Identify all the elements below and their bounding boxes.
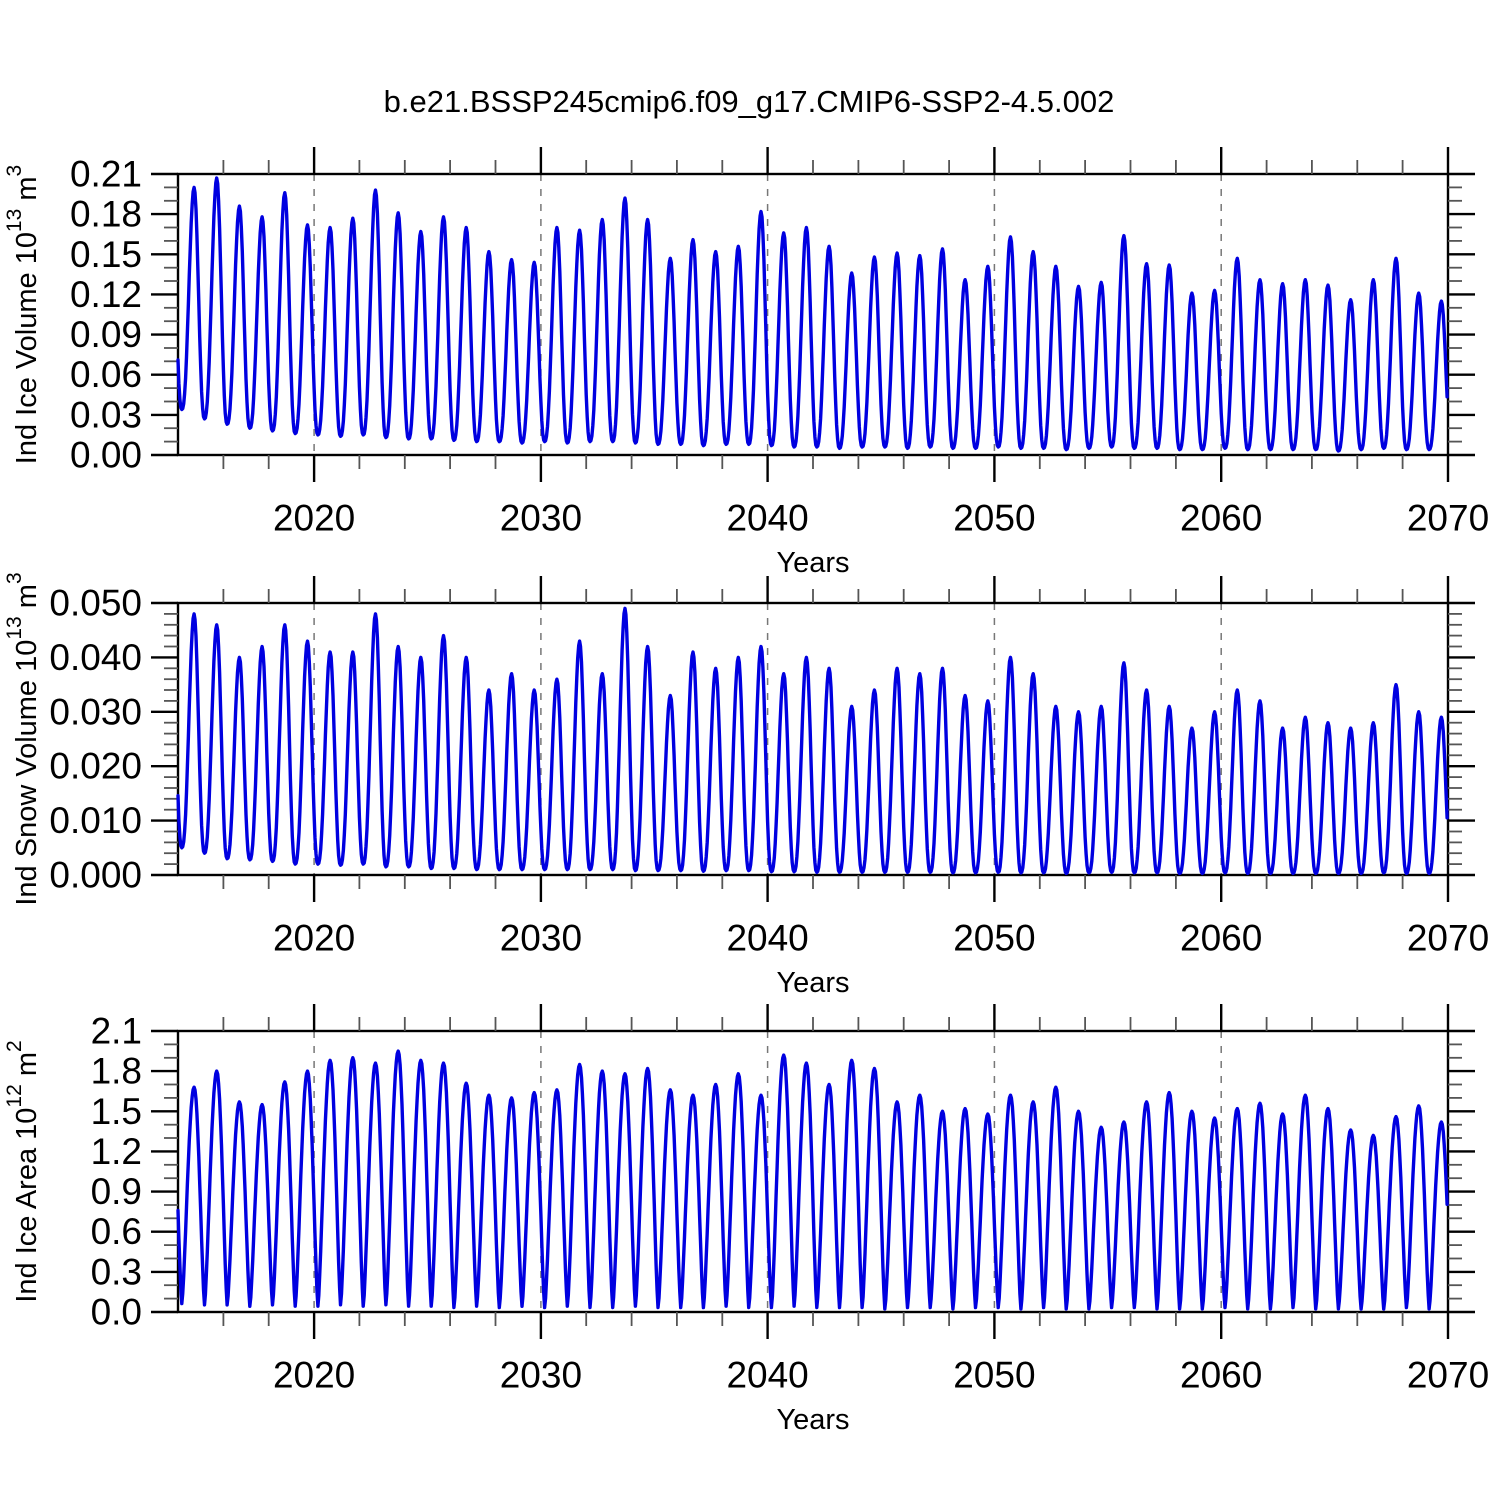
y-tick-label: 0.040 [49, 637, 142, 678]
data-series-line [176, 606, 1449, 876]
y-axis-title: Ind Snow Volume 1013​ m3​ [3, 572, 43, 905]
panel-ice-area: 2020 2030 2040 2050 2060 20700.00.30.60.91.21… [3, 1004, 1489, 1436]
y-tick-label: 0.0 [91, 1292, 142, 1333]
chart-title: b.e21.BSSP245cmip6.f09_g17.CMIP6-SSP2-4.… [384, 84, 1115, 119]
x-axis-title: Years [776, 1404, 849, 1436]
y-tick-label: 0.6 [91, 1211, 142, 1252]
y-tick-label: 1.2 [91, 1131, 142, 1172]
y-tick-label: 0.030 [49, 691, 142, 732]
x-tick-label: 2060 [1180, 1355, 1262, 1396]
x-tick-label: 2060 [1180, 918, 1262, 959]
data-series-line [176, 176, 1449, 453]
y-tick-label: 0.12 [70, 274, 142, 315]
panels-group: 2020 2030 2040 2050 2060 2070 0.000.030.060.09… [3, 147, 1489, 1436]
x-tick-label: 2040 [726, 1355, 808, 1396]
x-tick-label: 2030 [500, 498, 582, 539]
x-tick-label: 2040 [726, 498, 808, 539]
data-series-line [176, 1049, 1449, 1311]
y-tick-label: 0.020 [49, 746, 142, 787]
x-tick-label: 2030 [500, 918, 582, 959]
y-tick-label: 0.050 [49, 583, 142, 624]
x-tick-label: 2050 [953, 498, 1035, 539]
x-axis-title: Years [776, 967, 849, 999]
x-tick-label: 2020 [273, 1355, 355, 1396]
y-tick-label: 0.15 [70, 234, 142, 275]
panel-ice-volume: 2020 2030 2040 2050 2060 2070 0.000.030.060.09… [3, 147, 1489, 579]
x-tick-label: 2070 [1407, 918, 1489, 959]
y-tick-label: 0.9 [91, 1171, 142, 1212]
y-tick-label: 0.09 [70, 314, 142, 355]
x-tick-label: 2070 [1407, 1355, 1489, 1396]
x-tick-label: 2070 [1407, 498, 1489, 539]
y-tick-label: 0.000 [49, 855, 142, 896]
y-tick-label: 0.06 [70, 354, 142, 395]
y-axis-title: Ind Ice Volume 1013​ m3​ [3, 165, 43, 464]
y-tick-label: 0.3 [91, 1251, 142, 1292]
panel-snow-volume: 2020 2030 2040 2050 2060 2070 0.000 0.010 0.020 0… [3, 572, 1489, 999]
x-tick-label: 2060 [1180, 498, 1262, 539]
x-tick-label: 2020 [273, 498, 355, 539]
y-tick-label: 2.1 [91, 1011, 142, 1052]
y-tick-label: 0.21 [70, 154, 142, 195]
x-tick-label: 2050 [953, 1355, 1035, 1396]
x-tick-label: 2030 [500, 1355, 582, 1396]
y-tick-label: 1.8 [91, 1051, 142, 1092]
x-tick-label: 2050 [953, 918, 1035, 959]
y-tick-label: 0.03 [70, 394, 142, 435]
y-tick-label: 0.010 [49, 800, 142, 841]
y-tick-label: 0.00 [70, 435, 142, 476]
x-axis-title: Years [776, 547, 849, 579]
y-tick-label: 1.5 [91, 1091, 142, 1132]
x-tick-label: 2040 [726, 918, 808, 959]
y-tick-label: 0.18 [70, 194, 142, 235]
x-tick-label: 2020 [273, 918, 355, 959]
y-axis-title: Ind Ice Area 1012​ m2​ [3, 1040, 43, 1302]
